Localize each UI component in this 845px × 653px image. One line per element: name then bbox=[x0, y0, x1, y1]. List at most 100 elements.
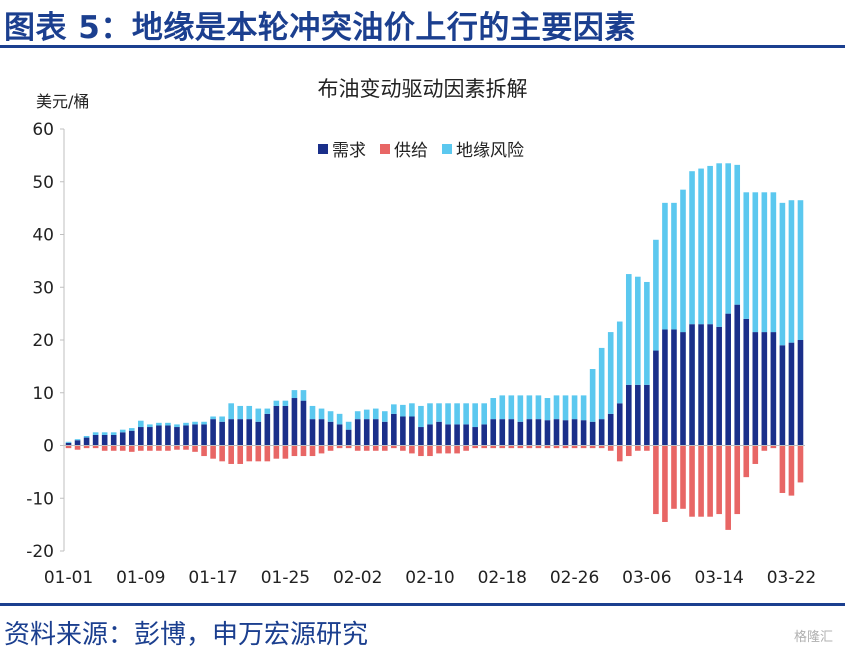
bar-geo bbox=[65, 441, 72, 443]
bar-geo bbox=[83, 436, 90, 438]
bar-supply bbox=[752, 445, 759, 464]
bar-supply bbox=[698, 445, 704, 517]
bar-demand bbox=[535, 419, 542, 446]
bar-demand bbox=[481, 424, 488, 446]
bar-geo bbox=[653, 239, 659, 351]
bar-geo bbox=[607, 332, 614, 414]
bar-geo bbox=[400, 404, 406, 417]
bar-supply bbox=[553, 445, 560, 449]
bar-demand bbox=[463, 424, 469, 446]
bar-demand bbox=[454, 424, 460, 446]
bar-geo bbox=[752, 192, 759, 333]
bar-geo bbox=[743, 192, 750, 319]
bar-demand bbox=[526, 419, 533, 446]
bar-demand bbox=[797, 340, 804, 446]
bar-supply bbox=[653, 445, 659, 515]
bar-supply bbox=[128, 445, 135, 452]
bar-supply bbox=[499, 445, 506, 449]
bar-supply bbox=[318, 445, 325, 454]
bar-demand bbox=[273, 405, 280, 446]
x-tick-label: 02-26 bbox=[550, 568, 599, 588]
bar-geo bbox=[183, 422, 189, 426]
bar-geo bbox=[499, 395, 506, 420]
bar-geo bbox=[472, 403, 478, 428]
bar-geo bbox=[119, 429, 126, 433]
bar-demand bbox=[698, 324, 704, 446]
bar-geo bbox=[192, 421, 198, 425]
bar-supply bbox=[662, 445, 668, 522]
bar-demand bbox=[517, 421, 524, 446]
x-tick-label: 01-01 bbox=[44, 568, 93, 588]
bar-demand bbox=[228, 419, 234, 446]
bar-demand bbox=[101, 434, 108, 446]
bar-geo bbox=[418, 405, 424, 428]
bar-supply bbox=[74, 445, 81, 450]
bar-demand bbox=[418, 427, 424, 446]
bar-demand bbox=[662, 329, 668, 446]
bar-geo bbox=[671, 202, 677, 330]
bar-demand bbox=[625, 384, 632, 446]
bar-geo bbox=[535, 395, 542, 420]
bar-geo bbox=[436, 403, 442, 422]
bar-geo bbox=[589, 369, 596, 422]
bar-demand bbox=[219, 421, 225, 446]
bar-geo bbox=[174, 424, 180, 428]
bar-geo bbox=[264, 408, 271, 414]
bar-supply bbox=[463, 445, 469, 451]
bar-supply bbox=[734, 445, 741, 515]
bar-supply bbox=[689, 445, 695, 517]
bar-supply bbox=[535, 445, 542, 449]
bar-supply bbox=[716, 445, 722, 515]
bar-demand bbox=[381, 421, 388, 446]
bar-geo bbox=[562, 395, 569, 421]
bar-geo bbox=[508, 395, 515, 420]
bar-geo bbox=[553, 395, 560, 420]
bar-demand bbox=[255, 421, 262, 446]
bar-geo bbox=[517, 395, 524, 422]
bar-demand bbox=[165, 425, 171, 446]
bar-demand bbox=[128, 430, 135, 446]
bar-geo bbox=[716, 163, 722, 327]
bar-demand bbox=[372, 419, 379, 446]
bar-demand bbox=[680, 332, 686, 446]
bar-geo bbox=[327, 411, 334, 422]
bar-geo bbox=[92, 432, 99, 435]
bar-geo bbox=[689, 171, 695, 325]
bar-supply bbox=[309, 445, 316, 457]
bar-geo bbox=[463, 403, 469, 425]
bar-geo bbox=[598, 347, 605, 420]
legend-swatch-demand bbox=[318, 143, 328, 154]
bar-supply bbox=[92, 445, 99, 449]
bar-demand bbox=[725, 313, 731, 446]
bar-geo bbox=[616, 321, 623, 404]
bar-demand bbox=[644, 384, 650, 446]
bar-supply bbox=[156, 445, 162, 451]
bar-geo bbox=[490, 398, 497, 420]
bar-geo bbox=[291, 390, 298, 399]
bar-supply bbox=[192, 445, 198, 452]
bar-supply bbox=[445, 445, 451, 454]
bar-demand bbox=[445, 424, 451, 446]
x-tick-label: 03-14 bbox=[694, 568, 743, 588]
y-tick-label: 0 bbox=[43, 437, 54, 457]
y-tick-label: 30 bbox=[32, 278, 54, 298]
bar-supply bbox=[409, 445, 415, 454]
bar-geo bbox=[255, 408, 262, 422]
bar-geo bbox=[707, 165, 713, 325]
legend-item-geo: 地缘风险 bbox=[442, 136, 524, 161]
bar-supply bbox=[481, 445, 488, 449]
chart-title: 布油变动驱动因素拆解 bbox=[317, 77, 528, 101]
bar-demand bbox=[345, 429, 352, 446]
bar-demand bbox=[147, 427, 153, 446]
bar-supply bbox=[183, 445, 189, 450]
bar-demand bbox=[752, 332, 759, 446]
bar-supply bbox=[418, 445, 424, 457]
bar-supply bbox=[381, 445, 388, 451]
bar-supply bbox=[372, 445, 379, 451]
title-divider bbox=[0, 45, 845, 48]
bar-supply bbox=[201, 445, 207, 457]
bar-supply bbox=[65, 445, 72, 449]
bar-demand bbox=[490, 419, 497, 446]
y-tick-label: 40 bbox=[32, 226, 54, 246]
bar-demand bbox=[734, 304, 741, 446]
